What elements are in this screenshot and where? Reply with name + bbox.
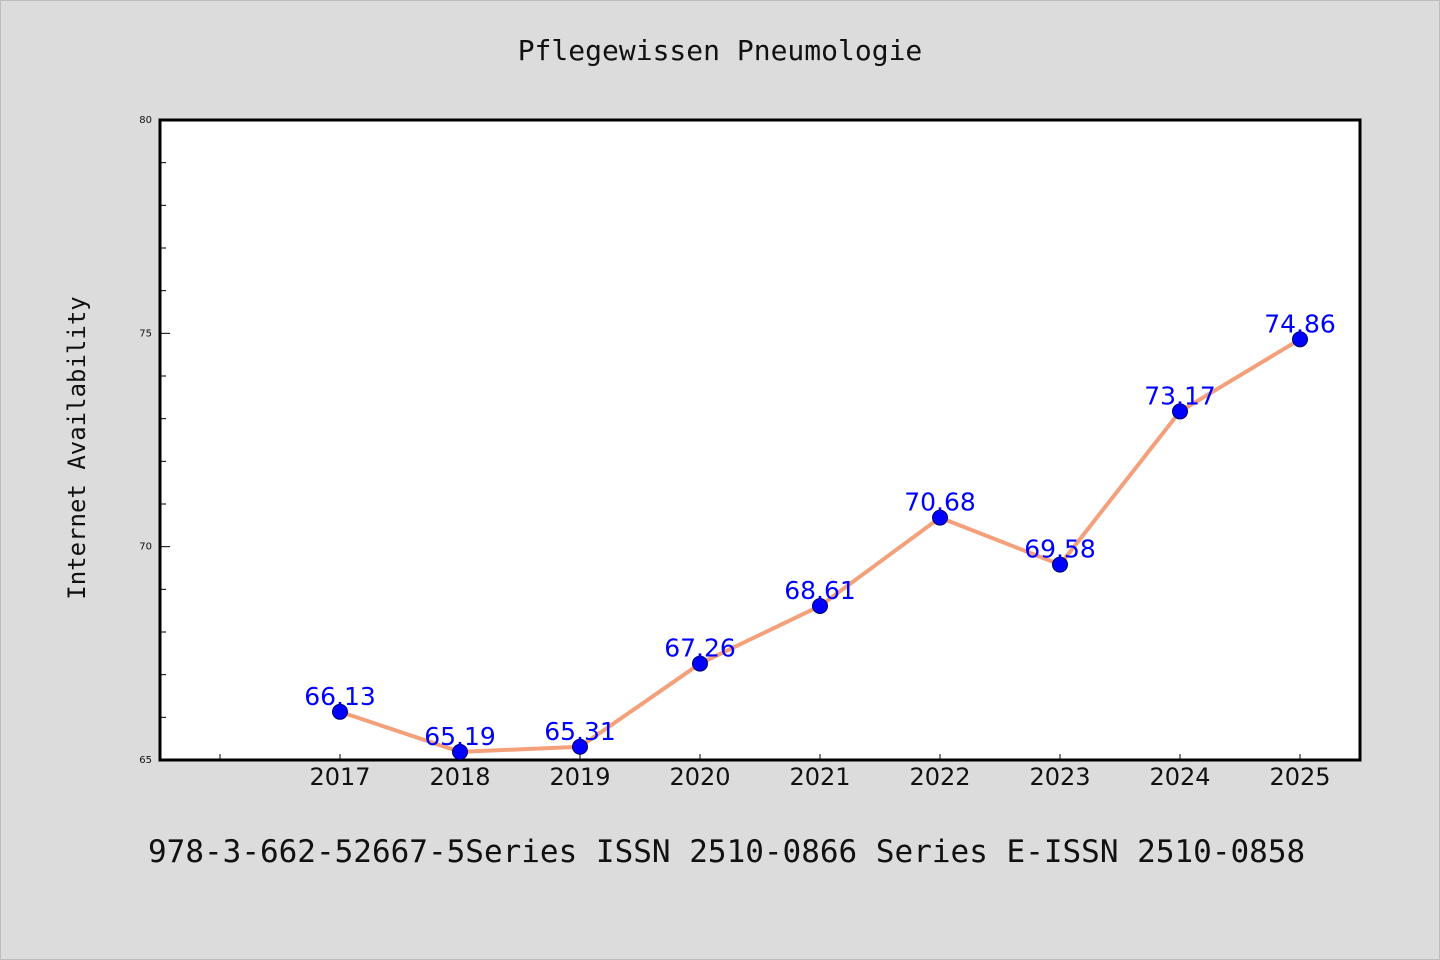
y-tick-label: 75: [139, 328, 152, 339]
x-tick-label: 2022: [909, 763, 970, 791]
data-label: 66.13: [304, 682, 376, 711]
y-tick-label: 70: [139, 542, 152, 553]
data-label: 69.58: [1024, 535, 1096, 564]
data-label: 65.19: [424, 722, 496, 751]
x-tick-label: 2018: [429, 763, 490, 791]
axes: 65 70 75 80 2017 2018 2019 2020 2021 2022 2023 2024…: [63, 115, 1362, 791]
footer-isbn-text: 978-3-662-52667-5Series ISSN 2510-0866 S…: [148, 834, 1306, 870]
data-point-marker: [1292, 331, 1308, 348]
data-point-marker: [692, 655, 708, 672]
data-label: 74.86: [1264, 309, 1336, 338]
x-tick-label: 2019: [549, 763, 610, 791]
data-label: 73.17: [1144, 381, 1216, 410]
data-point-marker: [1172, 403, 1188, 420]
markers: [332, 331, 1308, 760]
data-label: 65.31: [544, 717, 616, 746]
data-point-marker: [812, 597, 828, 614]
x-tick-label: 2025: [1269, 763, 1330, 791]
data-labels: 66.13 65.19 65.31 67.26 68.61 70.68 69.58 73.17…: [304, 309, 1336, 751]
plot-area: [158, 118, 1362, 762]
x-tick-label: 2017: [309, 763, 370, 791]
data-point-marker: [1052, 556, 1068, 573]
data-label: 67.26: [664, 634, 736, 663]
chart-title: Pflegewissen Pneumologie: [517, 34, 923, 67]
y-tick-label: 65: [139, 755, 152, 766]
x-tick-label: 2023: [1029, 763, 1090, 791]
data-point-marker: [452, 743, 468, 760]
y-axis-label: Internet Availability: [63, 296, 91, 599]
x-tick-label: 2021: [789, 763, 850, 791]
data-point-marker: [932, 509, 948, 526]
data-label: 68.61: [784, 576, 856, 605]
data-label: 70.68: [904, 488, 976, 517]
data-point-marker: [332, 703, 348, 720]
x-tick-label: 2024: [1149, 763, 1210, 791]
y-tick-label: 80: [139, 115, 152, 126]
data-point-marker: [572, 738, 588, 755]
x-tick-label: 2020: [669, 763, 730, 791]
